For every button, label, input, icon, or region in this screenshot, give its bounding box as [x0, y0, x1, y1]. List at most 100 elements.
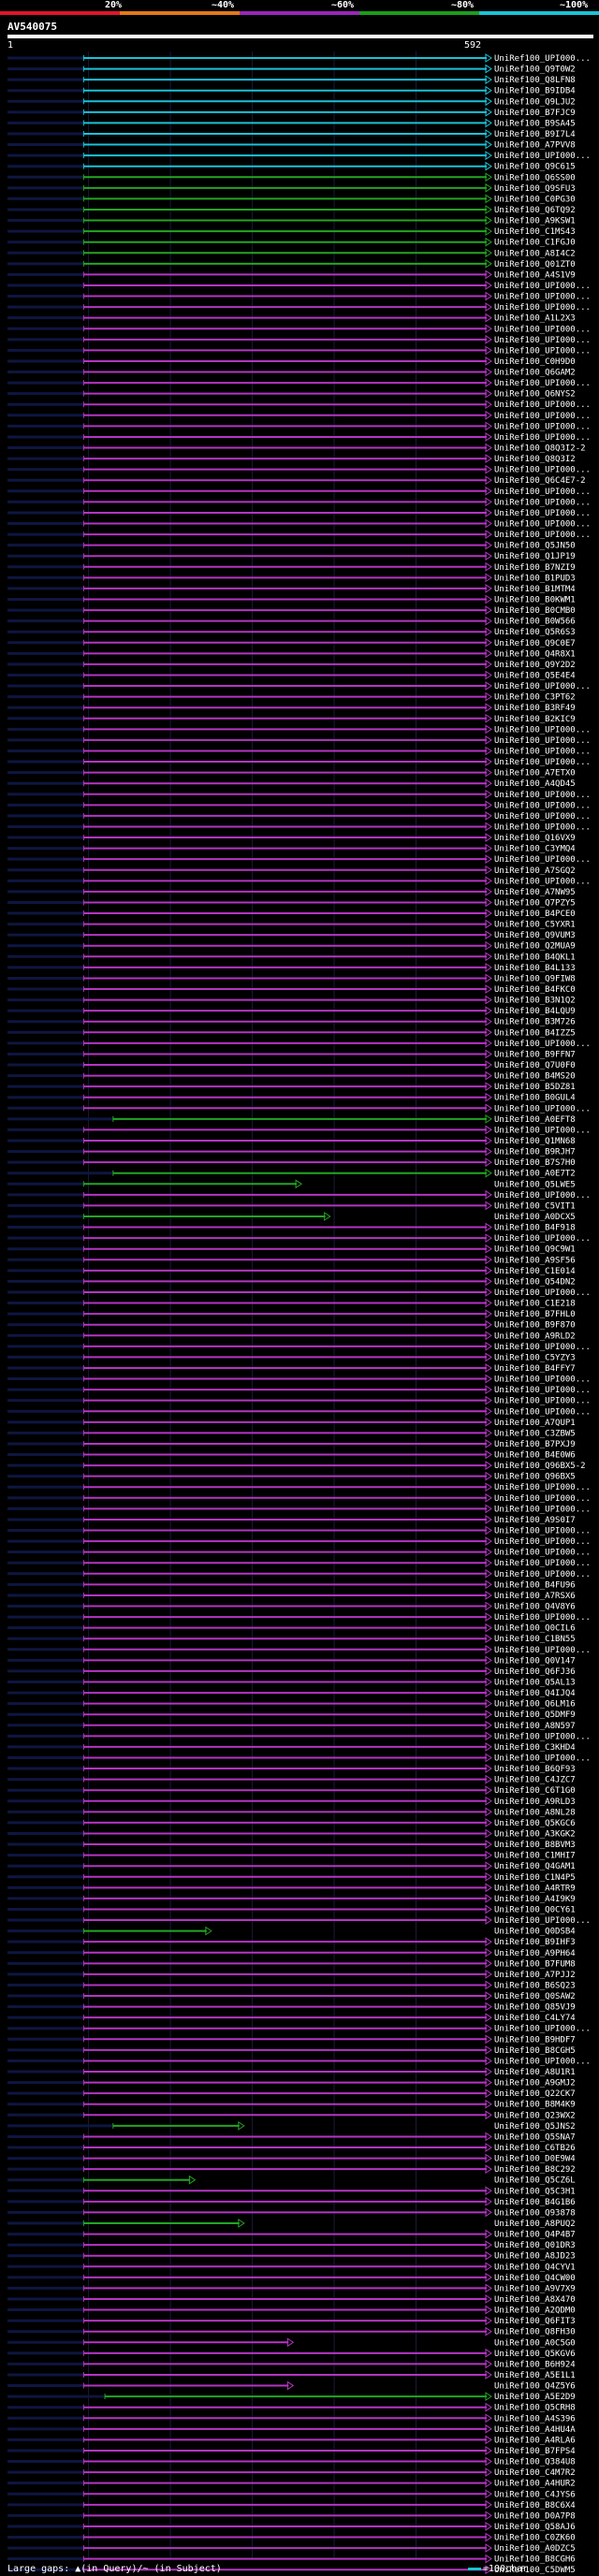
- hit-label[interactable]: UniRef100_B9IHF3: [494, 1938, 576, 1947]
- hit-label[interactable]: UniRef100_Q0SAW2: [494, 1992, 576, 2001]
- hit-row[interactable]: UniRef100_B9I7L4: [7, 129, 576, 139]
- hit-label[interactable]: UniRef100_B8BVM3: [494, 1841, 576, 1850]
- hit-label[interactable]: UniRef100_B4FFY7: [494, 1364, 576, 1374]
- hit-row[interactable]: UniRef100_C5DWM5: [7, 2565, 576, 2575]
- hit-label[interactable]: UniRef100_UPI000...: [494, 822, 591, 832]
- hit-row[interactable]: UniRef100_UPI000...: [7, 757, 591, 767]
- hit-row[interactable]: UniRef100_B8C6X4: [7, 2499, 576, 2511]
- hit-row[interactable]: UniRef100_Q4CW00: [7, 2272, 576, 2283]
- hit-row[interactable]: UniRef100_UPI000...: [7, 486, 591, 497]
- hit-label[interactable]: UniRef100_UPI000...: [494, 1646, 591, 1655]
- hit-row[interactable]: UniRef100_A4HU4A: [7, 2423, 576, 2435]
- hit-row[interactable]: UniRef100_B4FFY7: [7, 1363, 576, 1374]
- hit-label[interactable]: UniRef100_UPI000...: [494, 1916, 591, 1926]
- hit-label[interactable]: UniRef100_UPI000...: [494, 747, 591, 756]
- hit-row[interactable]: UniRef100_UPI000...: [7, 1612, 591, 1623]
- hit-row[interactable]: UniRef100_Q5KGC6: [7, 1817, 576, 1828]
- hit-row[interactable]: UniRef100_A9SF56: [7, 1255, 576, 1265]
- hit-row[interactable]: UniRef100_Q9SFU3: [7, 182, 576, 194]
- hit-row[interactable]: UniRef100_B0KWM1: [7, 594, 576, 605]
- hit-row[interactable]: UniRef100_UPI000...: [7, 1395, 591, 1406]
- hit-row[interactable]: UniRef100_B9HDF7: [7, 2034, 576, 2045]
- hit-label[interactable]: UniRef100_UPI000...: [494, 1570, 591, 1579]
- hit-label[interactable]: UniRef100_UPI000...: [494, 682, 591, 691]
- hit-row[interactable]: UniRef100_A3KGK2: [7, 1828, 576, 1839]
- hit-row[interactable]: UniRef100_A9RLD2: [7, 1331, 576, 1341]
- hit-label[interactable]: UniRef100_C4M7R2: [494, 2468, 576, 2478]
- hit-label[interactable]: UniRef100_UPI000...: [494, 736, 591, 746]
- hit-row[interactable]: UniRef100_C1BN55: [7, 1634, 576, 1644]
- hit-label[interactable]: UniRef100_UPI000...: [494, 1549, 591, 1558]
- hit-row[interactable]: UniRef100_UPI000...: [7, 1568, 591, 1579]
- hit-label[interactable]: UniRef100_A4RTR9: [494, 1884, 576, 1893]
- hit-row[interactable]: UniRef100_A9KSW1: [7, 215, 576, 226]
- hit-row[interactable]: UniRef100_UPI000...: [7, 1558, 591, 1568]
- hit-row[interactable]: UniRef100_Q0V147: [7, 1655, 576, 1666]
- hit-label[interactable]: UniRef100_UPI000...: [494, 2057, 591, 2066]
- hit-label[interactable]: UniRef100_Q4Z5Y6: [494, 2382, 576, 2392]
- hit-row[interactable]: UniRef100_Q01ZT0: [7, 258, 576, 269]
- hit-row[interactable]: UniRef100_B3N1Q2: [7, 995, 576, 1006]
- hit-row[interactable]: UniRef100_UPI000...: [7, 854, 591, 865]
- hit-label[interactable]: UniRef100_Q6SS00: [494, 173, 576, 182]
- hit-label[interactable]: UniRef100_A8N597: [494, 1722, 576, 1731]
- hit-row[interactable]: UniRef100_A8U1R1: [7, 2067, 576, 2077]
- hit-label[interactable]: UniRef100_B6H924: [494, 2360, 576, 2369]
- hit-label[interactable]: UniRef100_UPI000...: [494, 303, 591, 313]
- hit-label[interactable]: UniRef100_B0W566: [494, 618, 576, 627]
- hit-label[interactable]: UniRef100_Q0CIL6: [494, 1624, 576, 1634]
- hit-row[interactable]: UniRef100_C0H9D0: [7, 357, 576, 367]
- hit-row[interactable]: UniRef100_A9PH64: [7, 1947, 576, 1958]
- hit-label[interactable]: UniRef100_Q9C9W1: [494, 1245, 576, 1255]
- hit-row[interactable]: UniRef100_B7S7H0: [7, 1157, 576, 1168]
- hit-label[interactable]: UniRef100_Q5E4E4: [494, 671, 576, 680]
- hit-row[interactable]: UniRef100_A5E1L1: [7, 2370, 576, 2380]
- hit-label[interactable]: UniRef100_UPI000...: [494, 433, 591, 443]
- hit-row[interactable]: UniRef100_C1FGJ0: [7, 237, 576, 248]
- hit-row[interactable]: UniRef100_UPI000...: [7, 822, 591, 832]
- hit-label[interactable]: UniRef100_B0CMB0: [494, 606, 576, 616]
- hit-row[interactable]: UniRef100_Q85VJ9: [7, 2001, 576, 2013]
- hit-row[interactable]: UniRef100_A0EFT8: [7, 1113, 576, 1125]
- hit-label[interactable]: UniRef100_C5YXR1: [494, 921, 576, 930]
- hit-label[interactable]: UniRef100_Q9C615: [494, 163, 576, 172]
- hit-row[interactable]: UniRef100_Q5E4E4: [7, 670, 576, 680]
- hit-label[interactable]: UniRef100_C5DWM5: [494, 2566, 576, 2575]
- hit-row[interactable]: UniRef100_UPI000...: [7, 1406, 591, 1417]
- hit-label[interactable]: UniRef100_Q8Q3I2-2: [494, 444, 586, 454]
- hit-label[interactable]: UniRef100_A4HUR2: [494, 2480, 576, 2489]
- hit-label[interactable]: UniRef100_Q8Q3I2: [494, 455, 576, 464]
- hit-label[interactable]: UniRef100_B4LQU9: [494, 1007, 576, 1016]
- hit-label[interactable]: UniRef100_UPI000...: [494, 412, 591, 421]
- hit-row[interactable]: UniRef100_Q22CK7: [7, 2088, 576, 2099]
- hit-label[interactable]: UniRef100_C1FGJ0: [494, 239, 576, 248]
- hit-row[interactable]: UniRef100_B0GUL4: [7, 1092, 576, 1103]
- hit-row[interactable]: UniRef100_C3YMQ4: [7, 843, 576, 854]
- hit-row[interactable]: UniRef100_A7SGQ2: [7, 865, 576, 876]
- hit-label[interactable]: UniRef100_D0E9W4: [494, 2155, 576, 2164]
- hit-row[interactable]: UniRef100_B7FHL0: [7, 1309, 576, 1319]
- hit-row[interactable]: UniRef100_UPI000...: [7, 681, 591, 691]
- hit-label[interactable]: UniRef100_Q5JNS2: [494, 2122, 576, 2132]
- hit-label[interactable]: UniRef100_UPI000...: [494, 1559, 591, 1568]
- hit-label[interactable]: UniRef100_UPI000...: [494, 466, 591, 475]
- hit-row[interactable]: UniRef100_UPI000...: [7, 1233, 591, 1244]
- hit-row[interactable]: UniRef100_UPI000...: [7, 876, 591, 886]
- hit-row[interactable]: UniRef100_UPI000...: [7, 1103, 591, 1113]
- hit-label[interactable]: UniRef100_Q7PZY5: [494, 898, 576, 908]
- hit-row[interactable]: UniRef100_Q5CZ6L: [7, 2175, 576, 2186]
- hit-row[interactable]: UniRef100_A4S396: [7, 2413, 576, 2423]
- hit-row[interactable]: UniRef100_A0E7T2: [7, 1168, 576, 1179]
- hit-row[interactable]: UniRef100_C3KHD4: [7, 1741, 576, 1753]
- hit-row[interactable]: UniRef100_UPI000...: [7, 724, 591, 735]
- hit-label[interactable]: UniRef100_B6SQ23: [494, 1981, 576, 1990]
- hit-label[interactable]: UniRef100_Q5CRH8: [494, 2404, 576, 2413]
- hit-row[interactable]: UniRef100_C4M7R2: [7, 2467, 576, 2478]
- hit-row[interactable]: UniRef100_C1E014: [7, 1265, 576, 1276]
- hit-label[interactable]: UniRef100_Q85VJ9: [494, 2003, 576, 2013]
- hit-label[interactable]: UniRef100_A0E7T2: [494, 1170, 576, 1179]
- hit-row[interactable]: UniRef100_Q9T0W2: [7, 64, 576, 75]
- hit-row[interactable]: UniRef100_UPI000...: [7, 1492, 591, 1504]
- hit-label[interactable]: UniRef100_C1N4P5: [494, 1873, 576, 1883]
- hit-label[interactable]: UniRef100_B9FFN7: [494, 1050, 576, 1059]
